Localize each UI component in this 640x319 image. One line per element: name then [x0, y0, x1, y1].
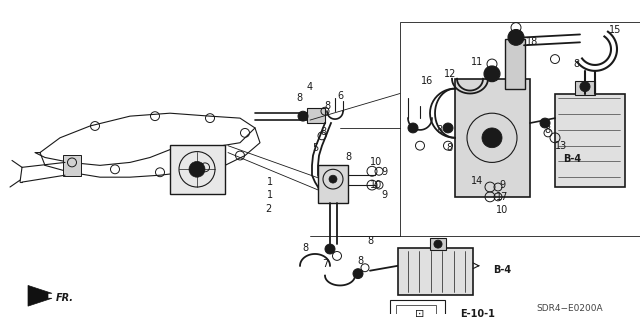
Text: 8: 8 — [345, 152, 351, 162]
Text: 8: 8 — [302, 243, 308, 253]
Text: 8: 8 — [573, 59, 579, 69]
Circle shape — [325, 244, 335, 254]
Bar — [63, 154, 81, 176]
Polygon shape — [28, 286, 52, 306]
Bar — [398, 248, 473, 295]
Text: 15: 15 — [609, 25, 621, 34]
Text: 7: 7 — [322, 259, 328, 269]
Bar — [430, 238, 446, 250]
Text: FR.: FR. — [56, 293, 74, 303]
Text: 8: 8 — [446, 143, 452, 153]
Bar — [455, 79, 530, 197]
Circle shape — [298, 111, 308, 121]
Circle shape — [484, 66, 500, 82]
Text: 9: 9 — [381, 167, 387, 177]
Bar — [575, 81, 595, 95]
Text: B-4: B-4 — [493, 265, 511, 275]
Text: 6: 6 — [337, 92, 343, 101]
Text: 13: 13 — [555, 141, 567, 151]
Text: 11: 11 — [471, 57, 483, 67]
Text: 12: 12 — [444, 69, 456, 79]
Text: 17: 17 — [496, 192, 508, 202]
Bar — [505, 39, 525, 89]
Circle shape — [580, 82, 590, 92]
Text: 1: 1 — [267, 177, 273, 187]
Circle shape — [443, 123, 453, 133]
Circle shape — [353, 269, 363, 278]
Text: 2: 2 — [265, 204, 271, 214]
Text: 8: 8 — [436, 125, 442, 135]
Text: 8: 8 — [296, 93, 302, 103]
Text: 8: 8 — [544, 125, 550, 135]
Text: ⊡: ⊡ — [415, 309, 425, 319]
Bar — [390, 300, 445, 319]
Bar — [396, 305, 436, 319]
Text: 8: 8 — [324, 101, 330, 111]
Circle shape — [540, 118, 550, 128]
Text: 8: 8 — [367, 236, 373, 246]
Bar — [307, 108, 325, 123]
Circle shape — [434, 240, 442, 248]
Text: 9: 9 — [381, 190, 387, 200]
Circle shape — [408, 123, 418, 133]
Text: 9: 9 — [499, 180, 505, 190]
Circle shape — [508, 30, 524, 45]
Text: E-10-1: E-10-1 — [460, 309, 495, 319]
Circle shape — [329, 175, 337, 183]
Text: 8: 8 — [357, 256, 363, 266]
Bar — [400, 22, 640, 236]
Text: 10: 10 — [496, 205, 508, 215]
Text: 1: 1 — [267, 190, 273, 200]
Text: 18: 18 — [526, 37, 538, 47]
Circle shape — [482, 128, 502, 148]
Text: 5: 5 — [312, 143, 318, 153]
Bar — [555, 93, 625, 187]
Text: 14: 14 — [471, 176, 483, 186]
Text: 10: 10 — [370, 157, 382, 167]
Text: 10: 10 — [370, 180, 382, 190]
Text: 8: 8 — [320, 127, 326, 137]
Bar — [318, 165, 348, 203]
Text: B-4: B-4 — [563, 154, 581, 165]
Circle shape — [189, 161, 205, 177]
Text: SDR4−E0200A: SDR4−E0200A — [537, 304, 604, 313]
Text: 4: 4 — [307, 82, 313, 92]
Bar — [170, 145, 225, 194]
Text: 16: 16 — [421, 76, 433, 86]
